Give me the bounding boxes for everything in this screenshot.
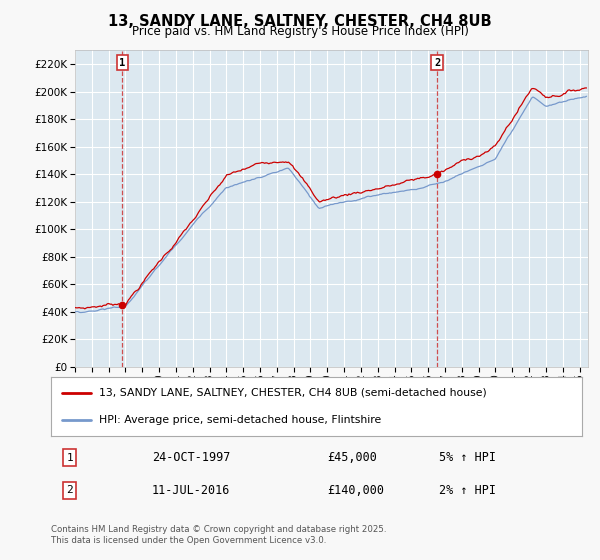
- Text: 2% ↑ HPI: 2% ↑ HPI: [439, 484, 496, 497]
- Text: £140,000: £140,000: [327, 484, 384, 497]
- Text: Contains HM Land Registry data © Crown copyright and database right 2025.
This d: Contains HM Land Registry data © Crown c…: [51, 525, 386, 545]
- Text: HPI: Average price, semi-detached house, Flintshire: HPI: Average price, semi-detached house,…: [99, 415, 381, 425]
- Text: 13, SANDY LANE, SALTNEY, CHESTER, CH4 8UB: 13, SANDY LANE, SALTNEY, CHESTER, CH4 8U…: [108, 14, 492, 29]
- Text: 1: 1: [66, 452, 73, 463]
- Text: 2: 2: [434, 58, 440, 68]
- Text: 2: 2: [66, 485, 73, 495]
- Text: Price paid vs. HM Land Registry's House Price Index (HPI): Price paid vs. HM Land Registry's House …: [131, 25, 469, 38]
- Text: £45,000: £45,000: [327, 451, 377, 464]
- Text: 5% ↑ HPI: 5% ↑ HPI: [439, 451, 496, 464]
- Text: 11-JUL-2016: 11-JUL-2016: [152, 484, 230, 497]
- Text: 13, SANDY LANE, SALTNEY, CHESTER, CH4 8UB (semi-detached house): 13, SANDY LANE, SALTNEY, CHESTER, CH4 8U…: [99, 388, 487, 398]
- Text: 1: 1: [119, 58, 125, 68]
- Text: 24-OCT-1997: 24-OCT-1997: [152, 451, 230, 464]
